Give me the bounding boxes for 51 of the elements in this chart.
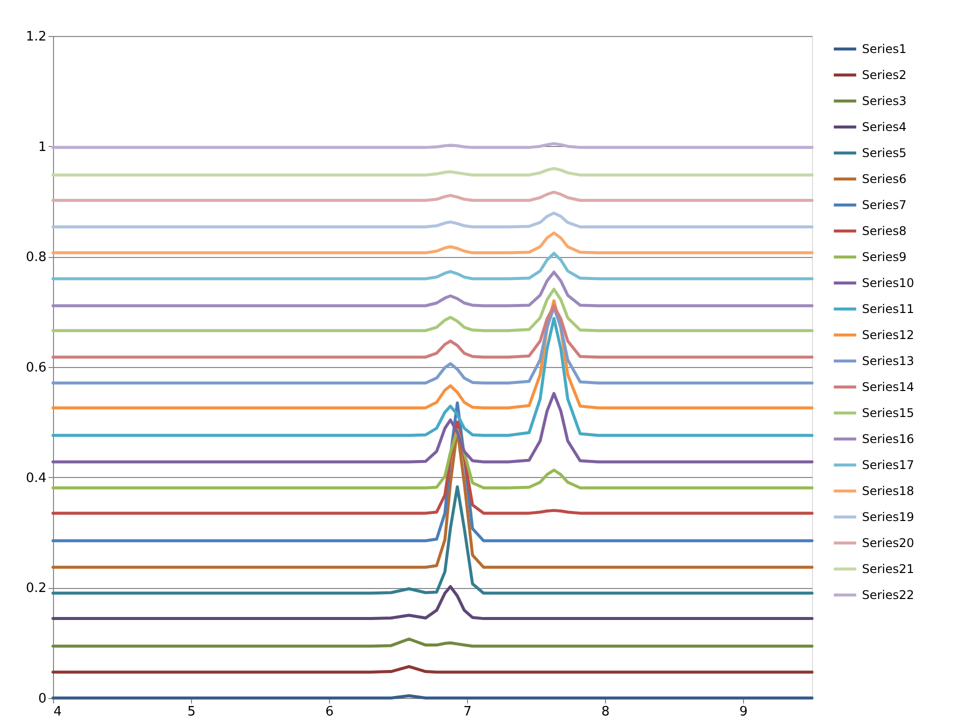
line-series bbox=[52, 304, 814, 359]
line-series bbox=[52, 585, 814, 620]
legend-label: Series12 bbox=[862, 328, 914, 342]
legend-label: Series21 bbox=[862, 562, 914, 576]
line-series bbox=[52, 288, 814, 332]
line-series bbox=[52, 212, 814, 228]
legend-label: Series17 bbox=[862, 458, 914, 472]
legend-label: Series19 bbox=[862, 510, 914, 524]
legend-label: Series2 bbox=[862, 68, 907, 82]
line-series bbox=[52, 428, 814, 490]
legend-label: Series16 bbox=[862, 432, 914, 446]
legend-label: Series11 bbox=[862, 302, 914, 316]
legend-label: Series10 bbox=[862, 276, 914, 290]
legend-label: Series22 bbox=[862, 588, 914, 602]
x-tick-label: 6 bbox=[325, 704, 334, 720]
line-series bbox=[52, 420, 814, 515]
legend-label: Series5 bbox=[862, 146, 907, 160]
legend-label: Series13 bbox=[862, 354, 914, 368]
line-series bbox=[52, 316, 814, 437]
line-series bbox=[52, 392, 814, 464]
y-tick-label: 0.8 bbox=[26, 250, 46, 266]
line-series bbox=[52, 166, 814, 177]
y-tick-label: 1.2 bbox=[26, 30, 46, 44]
legend-label: Series6 bbox=[862, 172, 907, 186]
y-tick-label: 0 bbox=[38, 692, 46, 706]
x-tick-label: 8 bbox=[601, 704, 610, 720]
legend-label: Series9 bbox=[862, 250, 907, 264]
legend-label: Series8 bbox=[862, 224, 907, 238]
y-tick-label: 0.6 bbox=[26, 360, 46, 376]
line-series bbox=[52, 485, 814, 595]
legend-label: Series7 bbox=[862, 198, 907, 212]
line-series bbox=[52, 190, 814, 202]
legend-label: Series20 bbox=[862, 536, 914, 550]
y-tick-label: 1 bbox=[38, 140, 46, 155]
x-tick-label: 5 bbox=[187, 704, 196, 720]
line-series bbox=[52, 231, 814, 254]
y-tick-label: 0.2 bbox=[26, 581, 46, 596]
x-tick-label: 7 bbox=[463, 704, 472, 720]
line-series bbox=[52, 270, 814, 308]
legend-label: Series1 bbox=[862, 42, 907, 56]
line-series bbox=[52, 637, 814, 648]
line-series bbox=[52, 299, 814, 410]
legend-label: Series18 bbox=[862, 484, 914, 498]
legend-label: Series4 bbox=[862, 120, 907, 134]
legend-label: Series15 bbox=[862, 406, 914, 420]
x-tick-label: 9 bbox=[739, 704, 748, 720]
legend-label: Series14 bbox=[862, 380, 914, 394]
legend-label: Series3 bbox=[862, 94, 907, 108]
line-series bbox=[52, 252, 814, 280]
y-tick-label: 0.4 bbox=[26, 470, 46, 486]
x-tick-label: 4 bbox=[54, 704, 62, 720]
